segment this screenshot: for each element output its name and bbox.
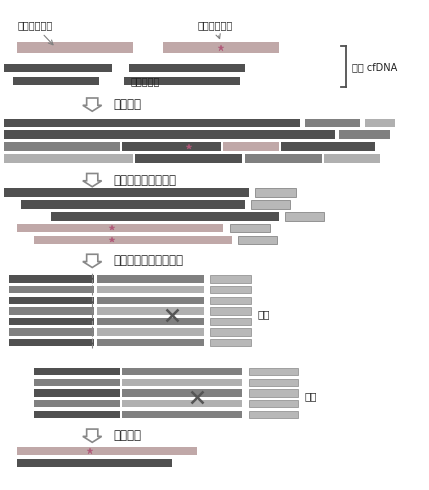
Bar bbox=[34, 368, 120, 375]
Bar bbox=[4, 130, 335, 139]
Bar bbox=[34, 236, 232, 245]
Polygon shape bbox=[83, 98, 102, 111]
Bar bbox=[163, 42, 279, 53]
Bar bbox=[34, 379, 120, 386]
Bar bbox=[230, 224, 270, 232]
Bar bbox=[4, 119, 300, 127]
Bar bbox=[9, 286, 94, 294]
Bar bbox=[34, 390, 120, 396]
Bar bbox=[281, 143, 375, 151]
Bar bbox=[13, 77, 99, 85]
Bar bbox=[4, 64, 112, 72]
Bar bbox=[223, 143, 279, 151]
Bar bbox=[210, 328, 251, 336]
Polygon shape bbox=[83, 429, 102, 442]
Bar bbox=[365, 119, 395, 127]
Bar bbox=[97, 318, 204, 325]
Bar bbox=[34, 400, 120, 407]
Bar bbox=[285, 212, 324, 220]
Bar bbox=[97, 286, 204, 294]
Bar bbox=[245, 154, 322, 163]
Bar bbox=[255, 188, 296, 196]
Bar bbox=[4, 143, 120, 151]
Bar bbox=[17, 447, 197, 455]
Text: 目标基因扩增测序分析: 目标基因扩增测序分析 bbox=[114, 254, 184, 268]
Bar bbox=[4, 154, 133, 163]
Bar bbox=[97, 328, 204, 336]
Text: 随机连接: 随机连接 bbox=[114, 98, 142, 111]
Text: 分析结果: 分析结果 bbox=[114, 429, 142, 442]
Bar bbox=[339, 130, 390, 139]
Bar bbox=[124, 77, 240, 85]
Text: 所有 cfDNA: 所有 cfDNA bbox=[352, 62, 397, 72]
Bar bbox=[9, 296, 94, 304]
Bar bbox=[210, 339, 251, 346]
Bar bbox=[122, 368, 242, 375]
Text: 正常目标基因: 正常目标基因 bbox=[17, 21, 53, 45]
Bar bbox=[305, 119, 360, 127]
Bar bbox=[324, 154, 380, 163]
Bar bbox=[9, 318, 94, 325]
Bar bbox=[97, 307, 204, 315]
Bar bbox=[17, 224, 223, 232]
Bar bbox=[97, 296, 204, 304]
Bar bbox=[249, 411, 298, 418]
Text: 非目标序列: 非目标序列 bbox=[131, 76, 160, 86]
Bar bbox=[129, 64, 245, 72]
Bar bbox=[210, 318, 251, 325]
Bar bbox=[97, 339, 204, 346]
Bar bbox=[97, 275, 204, 283]
Bar bbox=[34, 411, 120, 418]
Bar bbox=[122, 390, 242, 396]
Bar bbox=[122, 379, 242, 386]
Bar bbox=[210, 275, 251, 283]
Text: 随机片段化并加接头: 随机片段化并加接头 bbox=[114, 173, 177, 187]
Bar bbox=[249, 390, 298, 396]
Bar bbox=[122, 143, 221, 151]
Bar bbox=[210, 286, 251, 294]
Bar bbox=[4, 188, 249, 196]
Bar bbox=[122, 400, 242, 407]
Bar bbox=[9, 307, 94, 315]
Bar bbox=[51, 212, 279, 220]
Polygon shape bbox=[83, 254, 102, 268]
Bar bbox=[135, 154, 242, 163]
Bar bbox=[249, 379, 298, 386]
Bar bbox=[210, 307, 251, 315]
Bar bbox=[9, 328, 94, 336]
Bar bbox=[17, 459, 172, 467]
Bar bbox=[249, 368, 298, 375]
Bar bbox=[238, 236, 277, 245]
Bar bbox=[122, 411, 242, 418]
Bar bbox=[249, 400, 298, 407]
Bar bbox=[251, 200, 290, 209]
Text: 删除: 删除 bbox=[305, 392, 317, 402]
Text: 删除: 删除 bbox=[257, 310, 270, 319]
Bar bbox=[9, 339, 94, 346]
Bar bbox=[210, 296, 251, 304]
Text: 突变目标基因: 突变目标基因 bbox=[197, 21, 233, 39]
Polygon shape bbox=[83, 173, 102, 187]
Bar bbox=[17, 42, 133, 53]
Bar bbox=[21, 200, 245, 209]
Bar bbox=[9, 275, 94, 283]
